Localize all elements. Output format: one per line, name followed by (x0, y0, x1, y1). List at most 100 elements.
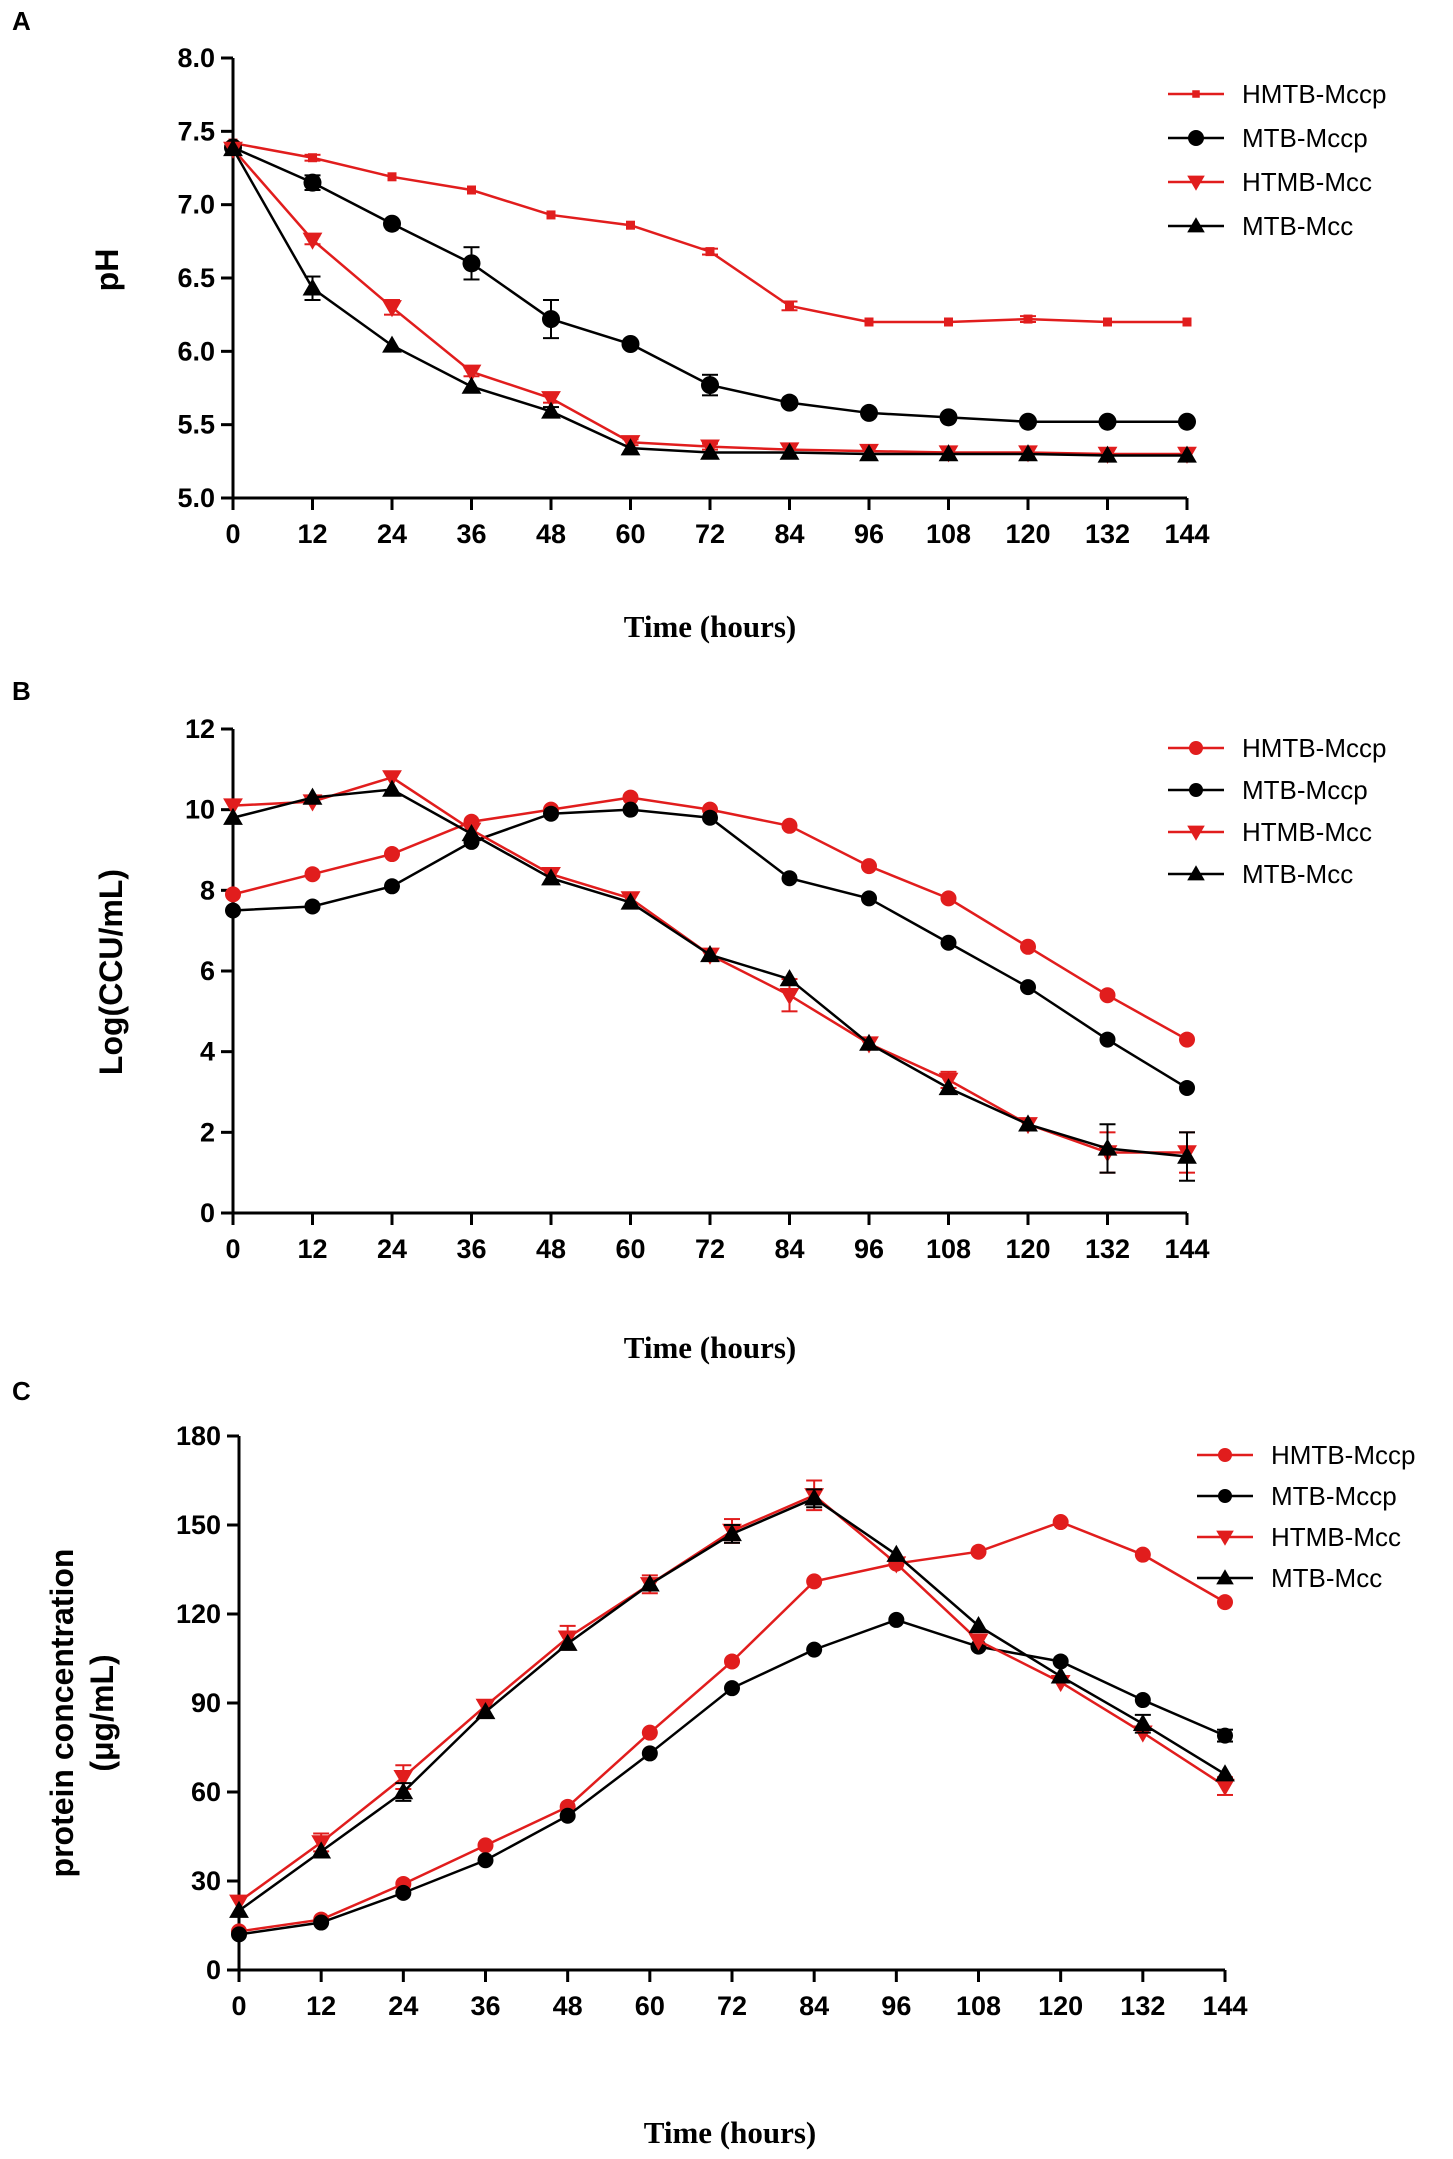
data-point (387, 172, 397, 182)
data-point (559, 1807, 576, 1824)
data-point (395, 1884, 412, 1901)
data-point (626, 220, 635, 230)
data-point (806, 1641, 823, 1658)
x-tick-label: 24 (377, 1234, 407, 1264)
x-tick-label: 48 (536, 1234, 566, 1264)
data-point (1178, 412, 1196, 431)
data-point (781, 870, 798, 887)
data-point (382, 770, 402, 788)
legend-marker (1187, 175, 1205, 191)
y-axis-label: pH (89, 249, 125, 292)
legend-label: MTB-Mcc (1242, 859, 1353, 889)
data-point (641, 1724, 658, 1741)
legend-marker (1218, 1448, 1232, 1462)
series-hmtb-mccp (231, 1514, 1233, 1940)
x-tick-label: 84 (774, 519, 804, 549)
data-point (620, 892, 641, 910)
data-point (622, 801, 639, 818)
y-tick-label: 90 (191, 1688, 221, 1718)
data-point (302, 787, 323, 805)
x-tick-label: 0 (225, 1234, 240, 1264)
y-tick-label: 8 (200, 875, 215, 905)
data-point (701, 376, 719, 395)
legend-item: HMTB-Mccp (1197, 1440, 1415, 1470)
legend-label: HMTB-Mccp (1271, 1440, 1415, 1470)
data-point (944, 317, 953, 327)
data-point (1132, 1713, 1153, 1731)
y-tick-label: 2 (200, 1117, 215, 1147)
data-point (382, 335, 402, 353)
x-tick-label: 0 (231, 1991, 246, 2021)
y-axis-label: protein concentration (44, 1549, 80, 1878)
data-point (779, 442, 800, 460)
data-point (1215, 1764, 1235, 1782)
x-tick-label: 144 (1164, 519, 1209, 549)
data-point (861, 890, 877, 907)
legend-item: MTB-Mccp (1168, 775, 1368, 805)
x-tick-label: 84 (799, 1991, 829, 2021)
y-tick-label: 6.0 (177, 336, 215, 366)
series-line (238, 1493, 1226, 1903)
data-point (302, 278, 323, 296)
data-point (622, 789, 639, 806)
series-mtb-mcc (229, 1488, 1235, 1918)
data-point (1134, 1692, 1151, 1709)
data-point (781, 817, 798, 834)
legend-label: MTB-Mccp (1242, 123, 1368, 153)
data-point (1018, 444, 1038, 462)
data-point (700, 944, 720, 963)
y-tick-label: 60 (191, 1777, 221, 1807)
legend: HMTB-Mccp MTB-Mccp HTMB-Mcc MTB-Mcc (1168, 733, 1386, 889)
data-point (968, 1615, 989, 1634)
data-point (938, 1078, 959, 1096)
legend: HMTB-Mccp MTB-Mccp HTMB-Mcc MTB-Mcc (1168, 79, 1386, 241)
x-tick-label: 48 (553, 1991, 583, 2021)
data-point (864, 317, 874, 327)
panel-a: A 5.0 5.5 6.0 6.5 7.0 7.5 8.0 0 12 24 36 48 60 72 84 96 1… (12, 6, 1386, 644)
x-tick-label: 60 (615, 519, 645, 549)
data-point (1217, 1727, 1233, 1744)
data-point (541, 868, 561, 886)
data-point (1134, 1546, 1151, 1563)
x-tick-label: 60 (615, 1234, 645, 1264)
data-point (393, 1782, 414, 1800)
x-tick-label: 132 (1085, 519, 1130, 549)
data-point (311, 1841, 332, 1859)
data-point (1099, 987, 1116, 1004)
data-point (1217, 1594, 1233, 1611)
x-tick-label: 120 (1005, 1234, 1050, 1264)
data-point (779, 969, 800, 987)
data-point (620, 438, 641, 456)
y-tick-label: 4 (200, 1037, 215, 1067)
data-point (705, 247, 715, 257)
y-tick-label: 0 (200, 1198, 215, 1228)
data-point (888, 1611, 905, 1628)
y-axis-label-units: (μg/mL) (84, 1654, 120, 1771)
data-point (467, 185, 476, 195)
y-tick-label: 180 (176, 1421, 221, 1451)
data-point (940, 890, 957, 907)
x-tick-label: 96 (854, 519, 884, 549)
series-line (238, 1496, 1226, 1912)
y-axis-label: Log(CCU/mL) (93, 869, 129, 1075)
x-tick-label: 36 (470, 1991, 500, 2021)
panel-letter: A (12, 6, 31, 36)
series-mtb-mcc (223, 779, 1197, 1182)
y-tick-label: 5.5 (177, 410, 215, 440)
data-point (970, 1543, 987, 1560)
legend-label: HMTB-Mccp (1242, 733, 1386, 763)
data-point (546, 210, 556, 220)
x-tick-label: 144 (1164, 1234, 1209, 1264)
data-point (1098, 412, 1117, 431)
x-tick-label: 132 (1120, 1991, 1165, 2021)
x-tick-label: 72 (695, 519, 725, 549)
x-tick-label: 12 (297, 1234, 327, 1264)
legend-label: MTB-Mccp (1271, 1481, 1397, 1511)
legend-marker (1187, 217, 1205, 233)
data-point (223, 798, 243, 816)
legend-marker (1218, 1489, 1232, 1503)
legend-marker (1189, 783, 1203, 797)
y-tick-label: 5.0 (177, 483, 215, 513)
